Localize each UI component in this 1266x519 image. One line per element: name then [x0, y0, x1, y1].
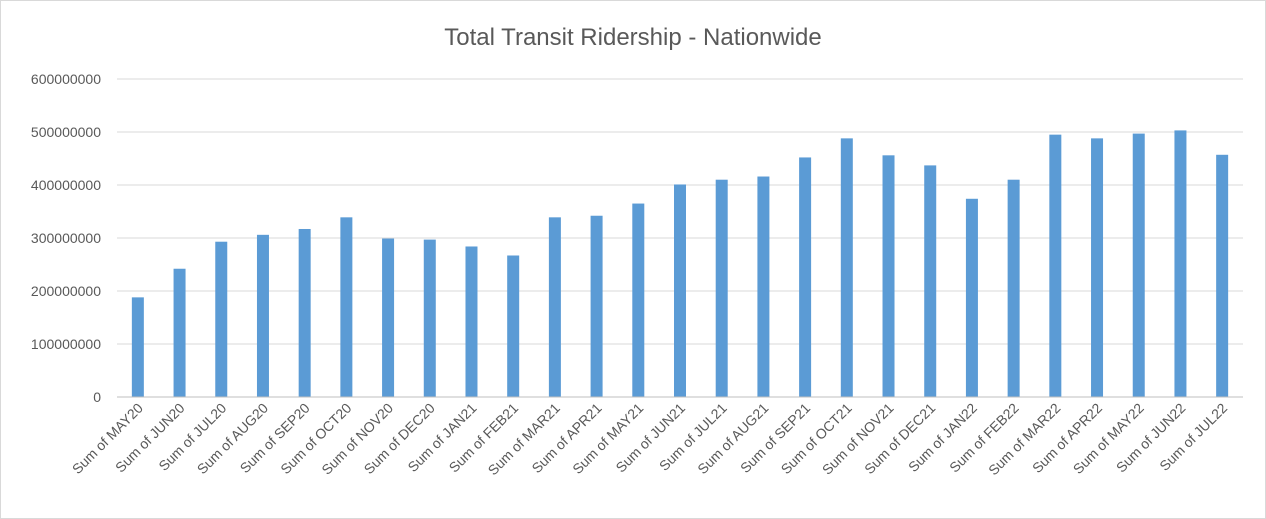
bar — [256, 234, 269, 397]
y-tick-label: 100000000 — [31, 336, 101, 352]
bar — [799, 157, 812, 397]
bar — [215, 241, 228, 397]
bar — [131, 297, 144, 397]
bar — [382, 238, 395, 397]
bar — [965, 198, 978, 397]
y-tick-label: 400000000 — [31, 177, 101, 193]
chart-title: Total Transit Ridership - Nationwide — [444, 24, 822, 51]
bar — [423, 239, 436, 397]
bar — [1049, 134, 1062, 397]
x-tick-label: Sum of MAR21 — [485, 400, 564, 479]
bar — [840, 138, 853, 398]
bar — [632, 203, 645, 397]
bar — [715, 179, 728, 397]
bar — [882, 155, 895, 397]
bar — [1174, 130, 1187, 397]
bar — [507, 255, 520, 397]
y-tick-label: 600000000 — [31, 71, 101, 87]
bar — [1091, 138, 1104, 398]
x-tick-label: Sum of MAR22 — [985, 400, 1064, 479]
bar — [548, 217, 561, 397]
y-tick-label: 500000000 — [31, 124, 101, 140]
y-axis-ticks: 0 100000000 200000000 300000000 400000000 500… — [31, 71, 101, 405]
x-tick-label: Sum of NOV21 — [819, 400, 897, 478]
x-tick-label: Sum of NOV20 — [318, 400, 396, 478]
bar — [1216, 154, 1229, 397]
bars — [131, 130, 1229, 398]
bar — [924, 165, 937, 397]
bar — [465, 246, 478, 397]
y-tick-label: 200000000 — [31, 283, 101, 299]
bar — [1132, 133, 1145, 397]
bar — [590, 215, 603, 397]
bar — [340, 217, 353, 397]
bar — [674, 184, 686, 397]
y-tick-label: 300000000 — [31, 230, 101, 246]
bar — [298, 228, 311, 397]
bar — [1007, 179, 1020, 397]
bar — [173, 268, 186, 397]
y-tick-label: 0 — [93, 389, 101, 405]
bar — [757, 176, 770, 397]
x-tick-label: Sum of MAY20 — [69, 400, 146, 477]
